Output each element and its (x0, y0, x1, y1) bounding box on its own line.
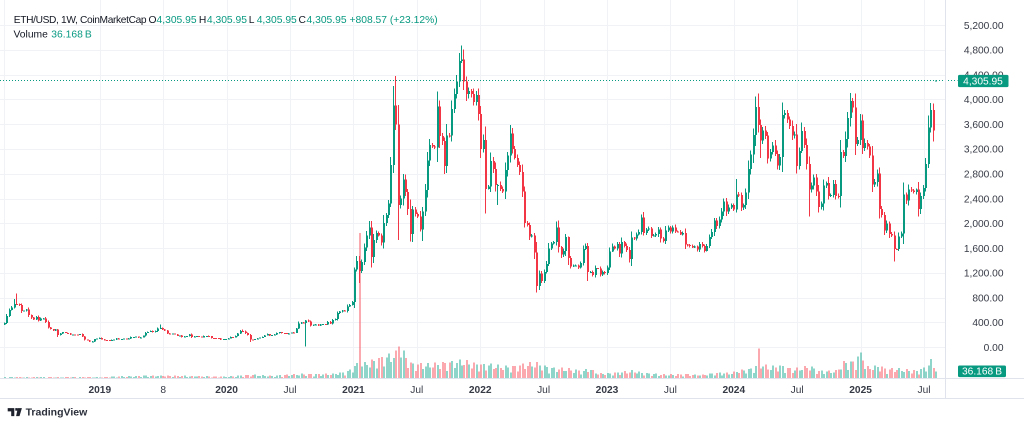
svg-text:Jul: Jul (537, 385, 550, 396)
svg-text:1,600.00: 1,600.00 (964, 244, 1004, 255)
svg-text:O: O (149, 15, 157, 26)
svg-text:2024: 2024 (722, 385, 745, 396)
svg-text:2,000.00: 2,000.00 (964, 219, 1004, 230)
svg-text:2020: 2020 (215, 385, 238, 396)
svg-text:8: 8 (160, 385, 166, 396)
svg-text:TradingView: TradingView (26, 406, 88, 418)
svg-text:36.168 B: 36.168 B (51, 30, 92, 41)
svg-text:L: L (249, 15, 255, 26)
svg-text:2019: 2019 (88, 385, 111, 396)
svg-text:4,000.00: 4,000.00 (964, 95, 1004, 106)
svg-text:Jul: Jul (283, 385, 296, 396)
svg-text:4,305.95: 4,305.95 (257, 15, 297, 26)
svg-text:4,800.00: 4,800.00 (964, 46, 1004, 57)
svg-text:Jul: Jul (664, 385, 677, 396)
svg-text:2021: 2021 (342, 385, 365, 396)
svg-text:4,305.95: 4,305.95 (157, 15, 197, 26)
svg-text:1,200.00: 1,200.00 (964, 269, 1004, 280)
svg-text:C: C (299, 15, 307, 26)
svg-text:Jul: Jul (791, 385, 804, 396)
svg-text:2,400.00: 2,400.00 (964, 194, 1004, 205)
svg-text:4,305.95: 4,305.95 (963, 76, 1003, 87)
svg-text:2022: 2022 (469, 385, 492, 396)
svg-text:0.00: 0.00 (984, 343, 1004, 354)
svg-text:800.00: 800.00 (972, 294, 1003, 305)
svg-text:400.00: 400.00 (972, 318, 1003, 329)
svg-text:ETH/USD, 1W, CoinMarketCap: ETH/USD, 1W, CoinMarketCap (14, 15, 147, 26)
svg-text:4,305.95: 4,305.95 (307, 15, 347, 26)
svg-text:H: H (199, 15, 206, 26)
svg-text:2025: 2025 (849, 385, 872, 396)
svg-text:Jul: Jul (410, 385, 423, 396)
svg-text:+808.57 (+23.12%): +808.57 (+23.12%) (350, 15, 438, 26)
svg-text:3,600.00: 3,600.00 (964, 120, 1004, 131)
svg-text:Jul: Jul (917, 385, 930, 396)
svg-text:2023: 2023 (596, 385, 619, 396)
svg-text:3,200.00: 3,200.00 (964, 145, 1004, 156)
svg-text:36.168 B: 36.168 B (962, 367, 1002, 378)
svg-text:Volume: Volume (14, 30, 49, 41)
svg-text:4,305.95: 4,305.95 (207, 15, 247, 26)
svg-text:5,200.00: 5,200.00 (964, 21, 1004, 32)
svg-text:2,800.00: 2,800.00 (964, 170, 1004, 181)
